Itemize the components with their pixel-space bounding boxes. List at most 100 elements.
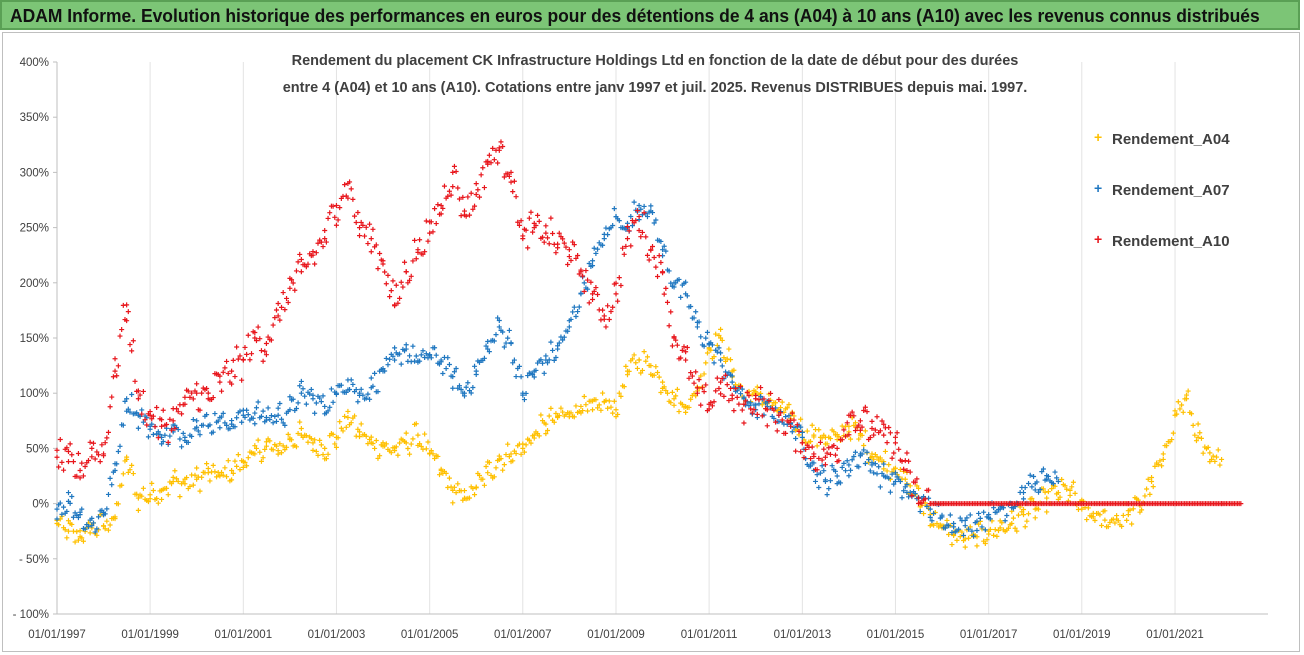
data-point-marker bbox=[97, 459, 103, 465]
data-point-marker bbox=[1188, 411, 1194, 417]
data-point-marker bbox=[225, 371, 231, 377]
data-point-marker bbox=[593, 397, 599, 403]
data-point-marker bbox=[616, 390, 622, 396]
data-point-marker bbox=[961, 537, 967, 543]
data-point-marker bbox=[79, 460, 85, 466]
data-point-marker bbox=[1054, 475, 1060, 481]
data-point-marker bbox=[347, 179, 353, 185]
data-point-marker bbox=[616, 275, 622, 281]
data-point-marker bbox=[506, 327, 512, 333]
data-point-marker bbox=[480, 476, 486, 482]
data-point-marker bbox=[856, 464, 862, 470]
data-point-marker bbox=[267, 417, 273, 423]
data-point-marker bbox=[510, 189, 516, 195]
data-point-marker bbox=[392, 345, 398, 351]
data-point-marker bbox=[739, 407, 745, 413]
data-point-marker bbox=[385, 362, 391, 368]
data-point-marker bbox=[194, 424, 200, 430]
data-point-marker bbox=[1052, 483, 1058, 489]
data-point-marker bbox=[536, 433, 542, 439]
data-point-marker bbox=[448, 373, 454, 379]
data-point-marker bbox=[946, 523, 952, 529]
data-point-marker bbox=[217, 425, 223, 431]
data-point-marker bbox=[362, 233, 368, 239]
data-point-marker bbox=[407, 353, 413, 359]
data-point-marker bbox=[590, 263, 596, 269]
data-point-marker bbox=[688, 370, 694, 376]
data-point-marker bbox=[365, 441, 371, 447]
data-point-rendement_a10-36 bbox=[473, 191, 479, 197]
data-point-marker bbox=[1052, 469, 1058, 475]
data-point-marker bbox=[655, 273, 661, 279]
data-point-rendement_a07-21 bbox=[298, 390, 304, 396]
data-point-marker bbox=[242, 459, 248, 465]
data-point-marker bbox=[453, 490, 459, 496]
data-point-marker bbox=[1067, 492, 1073, 498]
y-tick-label: 300% bbox=[20, 167, 49, 179]
data-point-marker bbox=[804, 428, 810, 434]
data-point-marker bbox=[460, 194, 466, 200]
data-point-marker bbox=[874, 414, 880, 420]
data-point-marker bbox=[150, 432, 156, 438]
data-points bbox=[54, 139, 1244, 550]
data-point-marker bbox=[884, 468, 890, 474]
data-point-marker bbox=[1027, 472, 1033, 478]
data-point-rendement_a10-66 bbox=[822, 454, 828, 460]
data-point-marker bbox=[1129, 521, 1135, 527]
data-point-marker bbox=[951, 524, 957, 530]
data-point-marker bbox=[229, 381, 235, 387]
chart-title-line-2: entre 4 (A04) et 10 ans (A10). Cotations… bbox=[282, 80, 1028, 96]
data-point-marker bbox=[99, 507, 105, 513]
data-point-marker bbox=[553, 355, 559, 361]
data-point-marker bbox=[606, 317, 612, 323]
data-point-marker bbox=[664, 299, 670, 305]
data-point-marker bbox=[829, 463, 835, 469]
data-point-marker bbox=[453, 169, 459, 175]
data-point-marker bbox=[190, 396, 196, 402]
data-point-marker bbox=[214, 474, 220, 480]
data-point-marker bbox=[924, 504, 930, 510]
data-point-marker bbox=[922, 496, 928, 502]
data-point-marker bbox=[1198, 435, 1204, 441]
data-point-marker bbox=[415, 432, 421, 438]
data-point-marker bbox=[892, 470, 898, 476]
x-tick-label: 01/01/2015 bbox=[867, 629, 925, 641]
data-point-marker bbox=[82, 526, 88, 532]
data-point-marker bbox=[390, 353, 396, 359]
data-point-marker bbox=[323, 239, 329, 245]
data-point-marker bbox=[307, 391, 313, 397]
data-point-marker bbox=[931, 522, 937, 528]
data-point-marker bbox=[741, 394, 747, 400]
data-point-marker bbox=[244, 407, 250, 413]
data-point-marker bbox=[821, 432, 827, 438]
data-point-marker bbox=[683, 279, 689, 285]
data-point-marker bbox=[102, 526, 108, 532]
data-point-rendement_a10-57 bbox=[718, 379, 724, 385]
data-point-marker bbox=[921, 511, 927, 517]
data-point-marker bbox=[303, 433, 309, 439]
data-point-marker bbox=[179, 411, 185, 417]
data-point-marker bbox=[558, 405, 564, 411]
data-point-marker bbox=[1145, 476, 1151, 482]
data-point-marker bbox=[881, 461, 887, 467]
data-point-marker bbox=[822, 477, 828, 483]
data-point-marker bbox=[718, 350, 724, 356]
data-point-marker bbox=[966, 535, 972, 541]
data-point-marker bbox=[593, 285, 599, 291]
data-point-marker bbox=[525, 373, 531, 379]
data-point-rendement_a10-0 bbox=[54, 454, 60, 460]
data-point-marker bbox=[580, 408, 586, 414]
data-point-marker bbox=[869, 418, 875, 424]
data-point-marker bbox=[573, 314, 579, 320]
data-point-marker bbox=[600, 242, 606, 248]
data-point-marker bbox=[119, 482, 125, 488]
data-point-marker bbox=[382, 368, 388, 374]
data-point-marker bbox=[458, 213, 464, 219]
data-point-marker bbox=[711, 360, 717, 366]
data-point-marker bbox=[357, 434, 363, 440]
data-point-marker bbox=[1207, 450, 1213, 456]
data-point-marker bbox=[390, 278, 396, 284]
data-point-marker bbox=[628, 214, 634, 220]
data-point-marker bbox=[862, 428, 868, 434]
